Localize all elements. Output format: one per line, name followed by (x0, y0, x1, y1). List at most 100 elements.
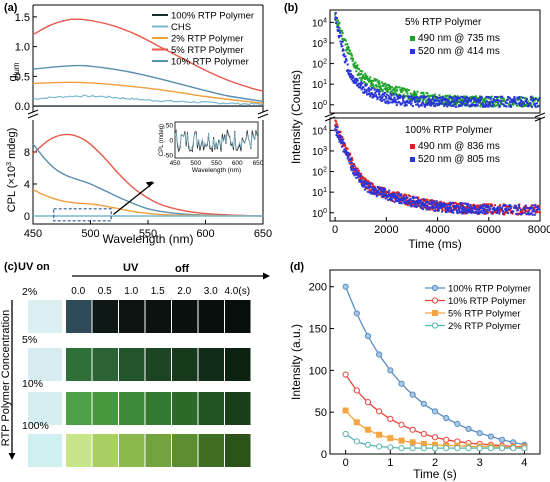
b-ytick-label: 103 (312, 38, 327, 50)
d-xtick-label: 1 (387, 457, 393, 469)
legend-swatch (410, 157, 415, 162)
b-point (379, 98, 382, 101)
b-point (367, 184, 370, 187)
b-point (368, 90, 371, 93)
b-point (436, 103, 439, 106)
b-point (335, 131, 338, 134)
b-point (480, 95, 483, 98)
b-point (436, 203, 439, 206)
d-point (353, 310, 360, 317)
b-point (378, 82, 381, 85)
b-point (465, 95, 468, 98)
b-point (459, 202, 462, 205)
b-point (355, 65, 358, 68)
afterglow-tile (145, 300, 171, 333)
b-point (366, 75, 369, 78)
b-point (363, 81, 366, 84)
b-point (514, 206, 517, 209)
d-point (476, 429, 483, 437)
b-point (410, 102, 413, 105)
b-point (361, 177, 364, 180)
b-point (385, 90, 388, 93)
b-point (459, 100, 462, 103)
b-point (516, 99, 519, 102)
b-point (511, 100, 514, 103)
d-point (353, 419, 360, 426)
b-point (519, 98, 522, 101)
b-ylabel: Intensity (Counts) (289, 70, 303, 164)
b-point (440, 102, 443, 105)
b-point (337, 131, 340, 134)
b-point (484, 97, 487, 100)
d-point (398, 421, 405, 428)
panel-label-a: (a) (4, 2, 18, 14)
b-point (459, 104, 462, 107)
b-point (344, 43, 347, 46)
afterglow-tile (145, 434, 171, 467)
b-point (334, 18, 337, 21)
b-point (351, 164, 354, 167)
b-point (404, 194, 407, 197)
d-point (431, 408, 439, 415)
b-point (386, 90, 389, 93)
d-point (387, 435, 394, 442)
b-point (483, 210, 486, 213)
b-point (437, 208, 440, 211)
b-point (501, 205, 504, 208)
b-point (354, 77, 357, 80)
b-point (389, 92, 392, 95)
b-point (393, 195, 396, 198)
b-point (501, 95, 504, 98)
b-point (518, 212, 521, 215)
b-point (457, 105, 460, 108)
b-point (431, 208, 434, 211)
b-point (354, 169, 357, 172)
b-point (489, 103, 492, 106)
b-point (526, 210, 529, 213)
inset-xlabel: Wavelength (nm) (192, 167, 241, 174)
b-point (428, 208, 431, 211)
b-point (400, 193, 403, 196)
b-point (421, 208, 424, 211)
b-point (359, 172, 362, 175)
b-point (388, 87, 391, 90)
b-point (515, 104, 518, 107)
b-point (350, 167, 353, 170)
b-point (368, 78, 371, 81)
a-top-ytick-label: 1.0 (15, 42, 30, 54)
b-point (378, 92, 381, 95)
legend-entry: 10% RTP Polymer (171, 57, 249, 68)
b-point (485, 210, 488, 213)
b-point (363, 182, 366, 185)
b-point (345, 59, 348, 62)
b-point (344, 55, 347, 58)
b-point (520, 104, 523, 107)
b-point (362, 86, 365, 89)
b-xtick-label: 8000 (528, 224, 550, 236)
b-point (434, 96, 437, 99)
b-point (509, 208, 512, 211)
b-point (487, 102, 490, 105)
b-point (451, 99, 454, 102)
b-point (400, 198, 403, 201)
b-point (457, 205, 460, 208)
b-point (349, 57, 352, 60)
b-point (424, 105, 427, 108)
b-point (336, 26, 339, 29)
b-point (389, 98, 392, 101)
b-point (524, 103, 527, 106)
row-label: 5% (22, 334, 37, 346)
b-point (390, 98, 393, 101)
b-point (518, 97, 521, 100)
b-point (499, 204, 502, 207)
b-point (462, 207, 465, 210)
b-point (516, 97, 519, 100)
a-top-series-chs (32, 94, 264, 106)
b-point (468, 209, 471, 212)
b-point (433, 200, 436, 203)
b-point (436, 206, 439, 209)
legend-marker (431, 297, 439, 304)
b-point (396, 86, 399, 89)
d-point (465, 445, 472, 452)
b-point (372, 95, 375, 98)
